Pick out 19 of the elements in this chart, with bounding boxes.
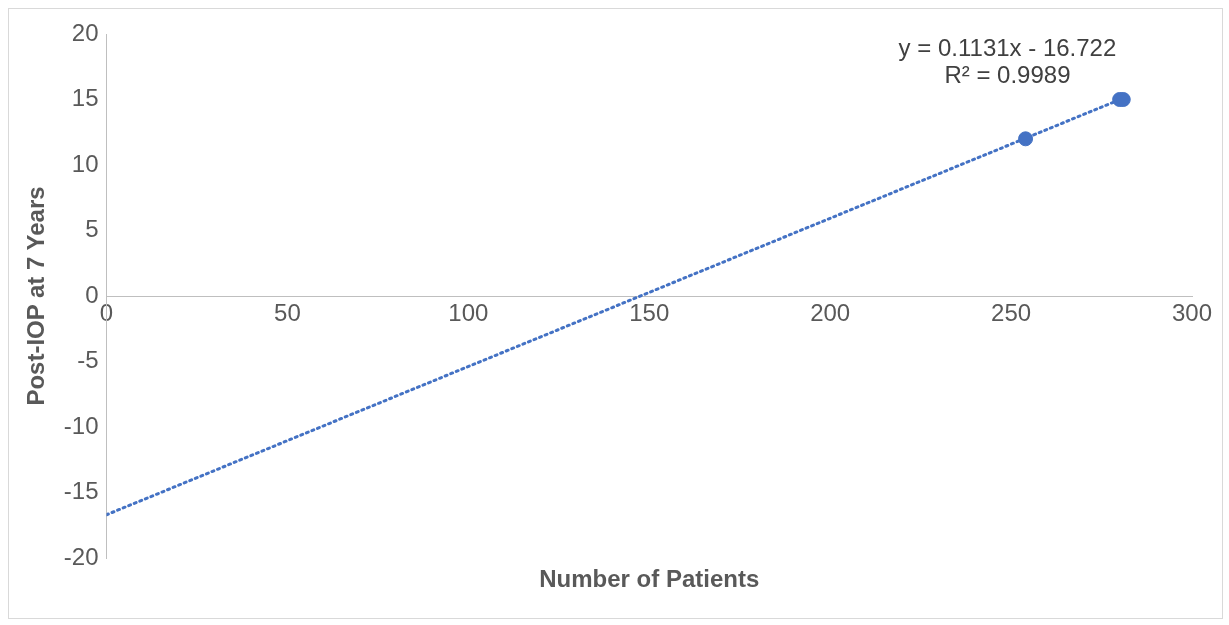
y-tick-label: -5 (77, 346, 99, 374)
x-tick-label: 100 (448, 299, 489, 327)
x-tick-label: 250 (991, 299, 1032, 327)
x-tick-label: 300 (1171, 299, 1213, 327)
x-tick-label: 50 (274, 299, 301, 327)
annotation: R² = 0.9989 (944, 60, 1071, 88)
x-axis-title: Number of Patients (539, 564, 760, 592)
y-tick-label: -15 (63, 477, 99, 505)
y-tick-label: -20 (63, 542, 99, 570)
x-tick-label: 150 (629, 299, 670, 327)
y-tick-label: 5 (85, 215, 99, 243)
y-tick-label: 0 (85, 280, 99, 308)
y-tick-label: 20 (71, 18, 99, 46)
x-tick-label: 200 (810, 299, 851, 327)
y-tick-label: 10 (71, 149, 99, 177)
annotation: y = 0.1131x - 16.722 (898, 33, 1117, 61)
y-axis-title: Post-IOP at 7 Years (22, 186, 50, 406)
y-tick-label: 15 (71, 84, 99, 112)
y-tick-label: -10 (63, 411, 99, 439)
